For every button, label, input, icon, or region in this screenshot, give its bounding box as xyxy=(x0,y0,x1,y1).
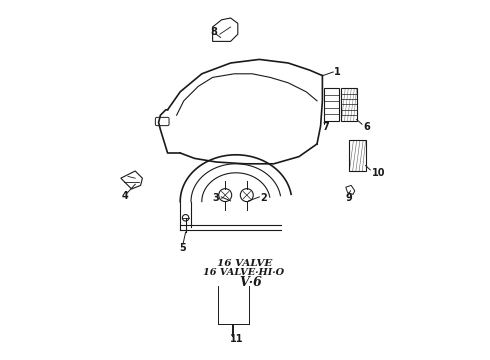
Circle shape xyxy=(182,215,189,221)
Text: 5: 5 xyxy=(179,243,186,253)
Text: 7: 7 xyxy=(322,122,329,132)
Polygon shape xyxy=(213,18,238,41)
Text: V·6: V·6 xyxy=(239,276,262,289)
Bar xyxy=(324,88,339,121)
Circle shape xyxy=(240,189,253,202)
Bar xyxy=(349,140,366,171)
Text: 16 VALVE·HI·O: 16 VALVE·HI·O xyxy=(203,268,284,277)
Polygon shape xyxy=(121,171,143,189)
Text: 1: 1 xyxy=(334,67,341,77)
Text: 4: 4 xyxy=(122,191,129,201)
Text: 2: 2 xyxy=(261,193,267,203)
Text: 9: 9 xyxy=(346,193,352,203)
Circle shape xyxy=(219,189,232,202)
Text: 3: 3 xyxy=(213,193,220,203)
Bar xyxy=(342,88,357,121)
Text: 8: 8 xyxy=(211,27,218,37)
Text: 6: 6 xyxy=(363,122,370,132)
Text: 10: 10 xyxy=(372,168,385,178)
Text: 16 VALVE: 16 VALVE xyxy=(218,259,272,268)
Text: 11: 11 xyxy=(230,334,244,344)
Polygon shape xyxy=(346,185,355,194)
